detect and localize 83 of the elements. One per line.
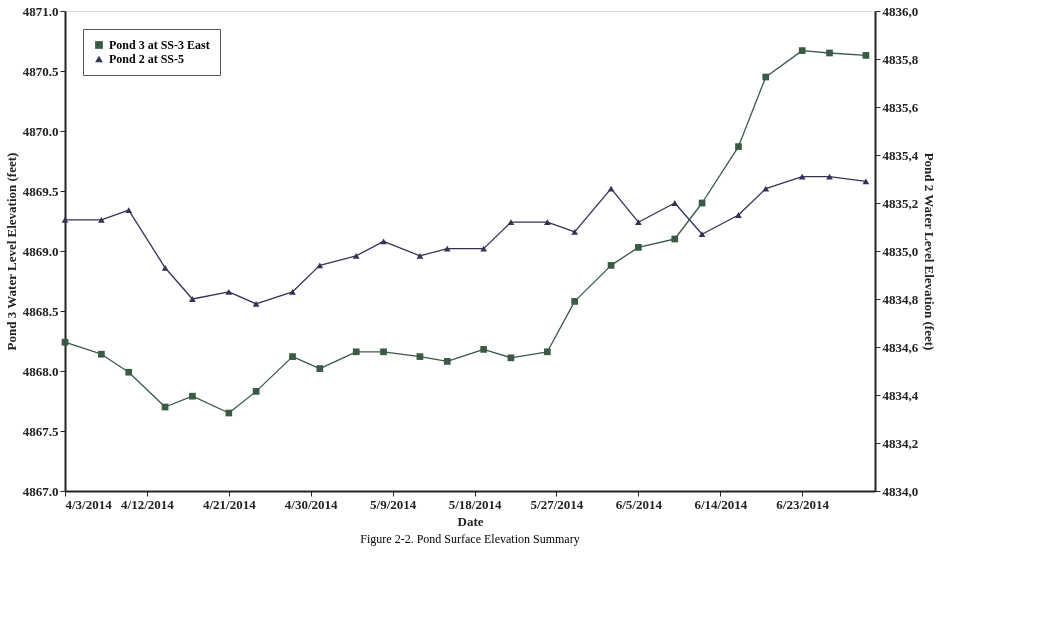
y-axis-title: Pond 3 Water Level Elevation (feet) <box>3 152 19 351</box>
point <box>862 52 870 59</box>
point <box>380 348 387 356</box>
point <box>252 388 260 395</box>
legend-label: Pond 3 at SS-3 East <box>109 38 210 52</box>
point <box>443 358 451 365</box>
legend-label: Pond 2 at SS-5 <box>109 52 185 66</box>
point <box>61 216 69 223</box>
point <box>635 219 642 226</box>
point <box>480 245 488 252</box>
point <box>762 73 770 81</box>
point <box>352 348 360 356</box>
point <box>189 296 196 302</box>
point <box>671 235 679 243</box>
point <box>507 219 515 226</box>
y2-tick-label: 4835,0 <box>882 243 919 259</box>
y2-tick-label: 4836,0 <box>882 3 919 19</box>
y2-tick-label: 4834,6 <box>882 339 919 355</box>
point <box>635 244 642 251</box>
point <box>289 288 296 295</box>
x-tick-label: 5/18/2014 <box>448 496 502 512</box>
point <box>225 409 233 417</box>
y-tick-label: 4867.5 <box>22 423 59 439</box>
point <box>735 143 742 150</box>
point <box>416 353 424 360</box>
point <box>480 346 488 353</box>
point <box>544 348 551 356</box>
point <box>762 185 770 192</box>
y2-axis-title: Pond 2 Water Level Elevation (feet) <box>922 152 938 351</box>
y-tick-label: 4868.0 <box>22 363 59 379</box>
point <box>189 392 196 400</box>
point <box>607 185 615 192</box>
x-axis-title: Date <box>457 513 484 529</box>
point <box>571 228 579 235</box>
y2-tick-label: 4835,8 <box>882 51 919 67</box>
point <box>61 338 69 346</box>
point <box>507 354 515 362</box>
point <box>125 207 133 214</box>
y-tick-label: 4870.5 <box>22 63 59 79</box>
point <box>352 252 360 259</box>
y2-tick-label: 4835,2 <box>882 195 919 211</box>
y-tick-label: 4870.0 <box>22 123 59 139</box>
point <box>826 49 833 57</box>
y2-tick-label: 4834,8 <box>882 291 919 307</box>
x-tick-label: 4/21/2014 <box>202 496 257 512</box>
x-tick-label: 4/30/2014 <box>284 496 339 512</box>
point <box>289 353 296 360</box>
point <box>735 212 742 218</box>
point <box>544 219 551 226</box>
x-tick-label: 6/5/2014 <box>615 496 663 512</box>
y2-tick-label: 4834,4 <box>882 387 919 403</box>
x-tick-label: 6/14/2014 <box>694 496 748 512</box>
y-tick-label: 4869.5 <box>22 183 59 199</box>
point <box>98 350 105 358</box>
point <box>125 368 133 376</box>
y2-tick-label: 4835,4 <box>882 147 919 163</box>
y-tick-label: 4871.0 <box>22 3 59 19</box>
x-tick-label: 5/9/2014 <box>370 496 417 512</box>
x-tick-label: 4/3/2014 <box>65 496 113 512</box>
y-tick-label: 4867.0 <box>22 483 59 499</box>
x-tick-label: 5/27/2014 <box>530 496 584 512</box>
point <box>798 173 806 180</box>
point <box>443 245 451 252</box>
x-tick-label: 6/23/2014 <box>776 496 830 512</box>
point <box>698 231 706 238</box>
x-tick-label: 4/12/2014 <box>121 496 175 512</box>
y2-tick-label: 4834,0 <box>882 483 919 499</box>
point <box>798 47 806 54</box>
point <box>225 288 233 295</box>
y-tick-label: 4868.5 <box>22 303 59 319</box>
y-tick-label: 4869.0 <box>22 243 59 259</box>
point <box>252 300 260 307</box>
point <box>98 216 105 223</box>
caption: Figure 2-2. Pond Surface Elevation Summary <box>360 532 580 546</box>
y2-tick-label: 4834,2 <box>882 435 919 451</box>
point <box>416 252 424 259</box>
point <box>316 365 324 372</box>
y2-tick-label: 4835,6 <box>882 99 919 115</box>
point <box>161 264 169 271</box>
point <box>826 173 833 180</box>
point <box>607 262 615 269</box>
point <box>571 298 579 305</box>
point <box>671 200 679 206</box>
